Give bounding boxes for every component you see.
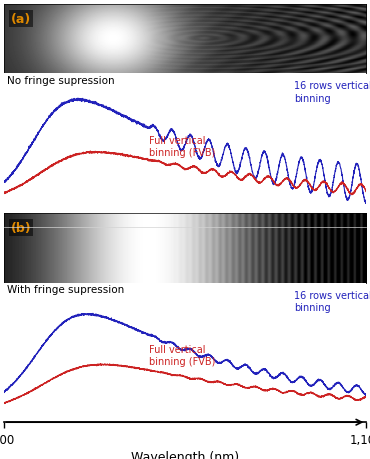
Text: (a): (a) — [11, 13, 31, 26]
X-axis label: Wavelength (nm): Wavelength (nm) — [131, 450, 239, 459]
Text: 16 rows vertical
binning: 16 rows vertical binning — [294, 81, 370, 104]
Text: Full vertical
binning (FVB): Full vertical binning (FVB) — [149, 344, 215, 367]
Text: (b): (b) — [11, 222, 31, 235]
Text: Full vertical
binning (FVB): Full vertical binning (FVB) — [149, 135, 215, 158]
Text: No fringe supression: No fringe supression — [7, 76, 115, 85]
Text: With fringe supression: With fringe supression — [7, 285, 125, 294]
Text: 16 rows vertical
binning: 16 rows vertical binning — [294, 290, 370, 313]
